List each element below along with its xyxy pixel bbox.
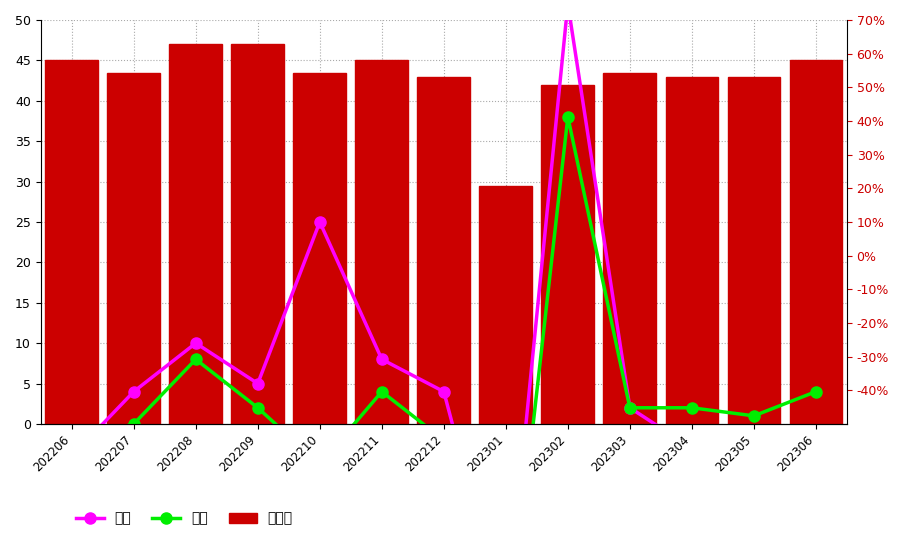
同比 [376, 356, 386, 363]
Bar [479, 186, 532, 424]
Line: 同比: 同比 [66, 0, 821, 538]
Bar [417, 76, 470, 424]
Bar [727, 76, 779, 424]
环比 [562, 114, 573, 120]
环比 [624, 405, 635, 411]
Bar [293, 73, 346, 424]
同比 [810, 469, 821, 476]
同比 [191, 340, 201, 346]
同比 [685, 445, 696, 451]
环比 [252, 405, 263, 411]
环比 [314, 461, 325, 468]
同比 [438, 388, 449, 395]
Bar [665, 76, 717, 424]
Bar [45, 60, 98, 424]
Bar [107, 73, 160, 424]
环比 [438, 437, 449, 443]
环比 [376, 388, 386, 395]
同比 [66, 453, 77, 459]
环比 [191, 356, 201, 363]
同比 [252, 380, 263, 387]
同比 [748, 477, 759, 484]
Bar [169, 44, 222, 424]
Bar [355, 60, 407, 424]
Bar [231, 44, 284, 424]
环比 [685, 405, 696, 411]
环比 [810, 388, 821, 395]
同比 [314, 219, 325, 225]
Line: 环比: 环比 [66, 111, 821, 538]
Bar [603, 73, 656, 424]
Bar [788, 60, 842, 424]
同比 [562, 1, 573, 7]
Bar [541, 84, 593, 424]
Legend: 同比, 环比, 开工率: 同比, 环比, 开工率 [70, 506, 298, 531]
环比 [128, 421, 139, 427]
环比 [66, 437, 77, 443]
同比 [128, 388, 139, 395]
环比 [748, 413, 759, 419]
同比 [624, 405, 635, 411]
